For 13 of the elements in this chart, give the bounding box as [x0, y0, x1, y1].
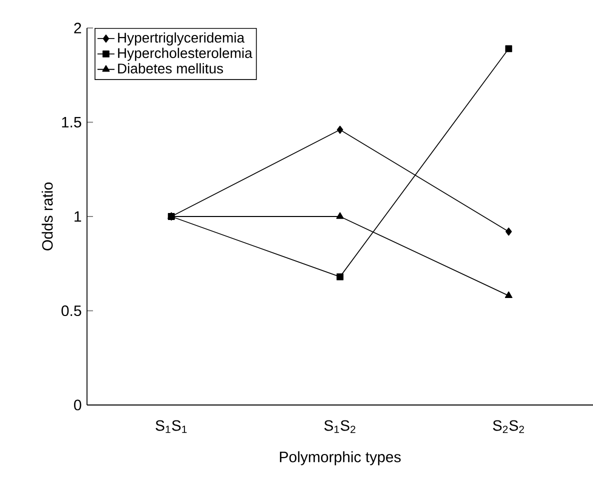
y-axis-title: Odds ratio [42, 182, 53, 250]
x-tick-label: S$_{1}$S$_{2}$ [324, 420, 356, 434]
x-tick-label: S$_{2}$S$_{2}$ [493, 420, 524, 434]
x-axis-title: Polymorphic types [280, 451, 401, 466]
legend-label: Hypercholesterolemia [118, 48, 252, 61]
y-tick-label: 0 [74, 400, 82, 410]
y-tick-label: 0.5 [62, 305, 82, 316]
legend-label: Diabetes mellitus [118, 63, 224, 74]
y-tick-label: 1 [74, 211, 82, 222]
x-tick-label: S$_{1}$S$_{1}$ [156, 420, 187, 433]
y-tick-label: 2 [74, 22, 82, 34]
legend-label: Hypertriglyceridemia [118, 32, 245, 46]
y-tick-label: 1.5 [62, 117, 82, 128]
